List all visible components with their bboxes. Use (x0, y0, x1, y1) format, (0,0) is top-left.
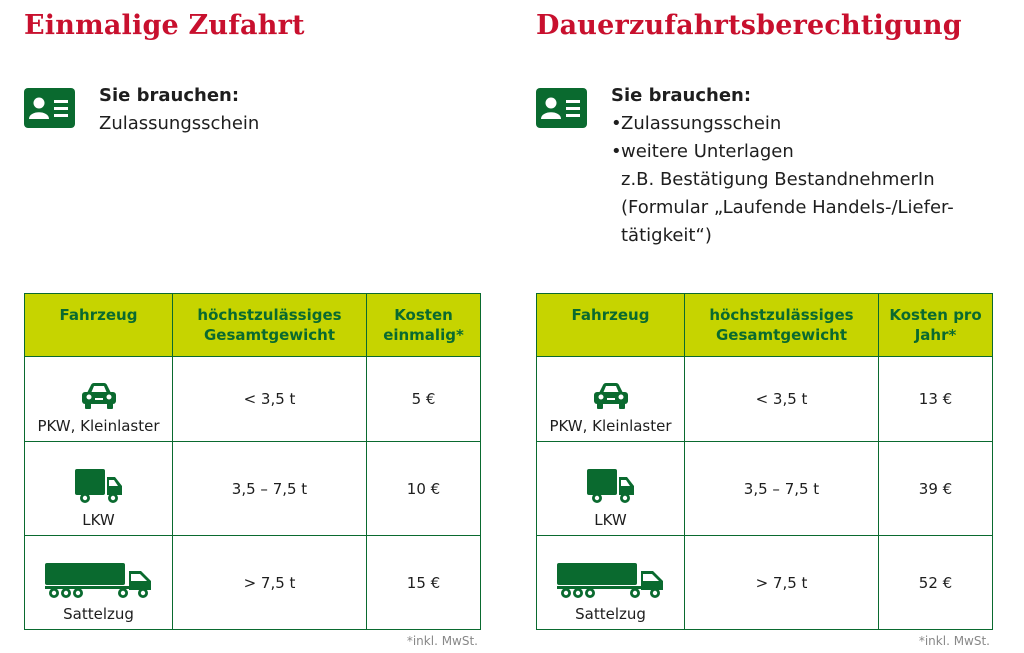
table-header-row: Fahrzeug höchstzulässiges Gesamtgewicht … (24, 293, 481, 357)
header-weight: höchstzulässiges Gesamtgewicht (684, 293, 879, 357)
vehicle-label: LKW (594, 511, 627, 530)
vehicle-cell: PKW, Kleinlaster (536, 355, 685, 443)
semi-truck-icon (45, 563, 153, 599)
id-card-icon (536, 88, 587, 128)
vehicle-cell: Sattelzug (536, 535, 685, 630)
requirements-note-line: tätigkeit“) (621, 225, 712, 246)
fees-table-one-time: Fahrzeug höchstzulässiges Gesamtgewicht … (24, 293, 481, 630)
weight-cell: 3,5 – 7,5 t (684, 441, 879, 537)
requirements-item: Zulassungsschein (99, 113, 260, 134)
requirements-item: Zulassungsschein (611, 110, 991, 138)
fees-table-annual: Fahrzeug höchstzulässiges Gesamtgewicht … (536, 293, 993, 630)
cost-cell: 10 € (366, 441, 481, 537)
header-cost: Kosten einmalig* (366, 293, 481, 357)
car-icon (79, 381, 119, 411)
vat-footnote: *inkl. MwSt. (918, 634, 990, 648)
weight-cell: 3,5 – 7,5 t (172, 441, 367, 537)
page-title-one-time-access: Einmalige Zufahrt (24, 10, 305, 41)
permanent-access-section: Dauerzufahrtsberechtigung Sie brauchen: … (536, 0, 996, 653)
one-time-access-section: Einmalige Zufahrt Sie brauchen: Zulassun… (24, 0, 484, 653)
header-weight: höchstzulässiges Gesamtgewicht (172, 293, 367, 357)
vehicle-cell: Sattelzug (24, 535, 173, 630)
vehicle-cell: LKW (536, 441, 685, 537)
vehicle-label: PKW, Kleinlaster (549, 417, 672, 436)
cost-cell: 5 € (366, 355, 481, 443)
table-row: PKW, Kleinlaster < 3,5 t 13 € (536, 355, 993, 443)
header-vehicle: Fahrzeug (536, 293, 685, 357)
semi-truck-icon (557, 563, 665, 599)
truck-icon (587, 469, 635, 505)
requirements-note-line: (Formular „Laufende Handels-/Liefer- (621, 197, 954, 218)
vehicle-label: Sattelzug (63, 605, 134, 623)
vehicle-label: LKW (82, 511, 115, 530)
requirements-list: Zulassungsschein weitere Unterlagen (611, 110, 991, 166)
weight-cell: > 7,5 t (172, 535, 367, 630)
requirements-note-line: z.B. Bestätigung BestandnehmerIn (621, 169, 935, 190)
requirements-block: Sie brauchen: Zulassungsschein weitere U… (611, 82, 991, 250)
table-row: Sattelzug > 7,5 t 52 € (536, 535, 993, 630)
requirements-title: Sie brauchen: (611, 85, 752, 106)
car-icon (591, 381, 631, 411)
vat-footnote: *inkl. MwSt. (406, 634, 478, 648)
table-row: PKW, Kleinlaster < 3,5 t 5 € (24, 355, 481, 443)
requirements-title: Sie brauchen: (99, 85, 240, 106)
cost-cell: 52 € (878, 535, 993, 630)
vehicle-cell: PKW, Kleinlaster (24, 355, 173, 443)
cost-cell: 13 € (878, 355, 993, 443)
cost-cell: 39 € (878, 441, 993, 537)
vehicle-label: PKW, Kleinlaster (37, 417, 160, 436)
table-row: LKW 3,5 – 7,5 t 10 € (24, 441, 481, 537)
vehicle-cell: LKW (24, 441, 173, 537)
requirements-item: weitere Unterlagen (611, 138, 991, 166)
cost-cell: 15 € (366, 535, 481, 630)
table-header-row: Fahrzeug höchstzulässiges Gesamtgewicht … (536, 293, 993, 357)
table-row: Sattelzug > 7,5 t 15 € (24, 535, 481, 630)
weight-cell: < 3,5 t (684, 355, 879, 443)
vehicle-label: Sattelzug (575, 605, 646, 623)
truck-icon (75, 469, 123, 505)
id-card-icon (24, 88, 75, 128)
header-vehicle: Fahrzeug (24, 293, 173, 357)
table-row: LKW 3,5 – 7,5 t 39 € (536, 441, 993, 537)
requirements-block: Sie brauchen: Zulassungsschein (99, 82, 479, 138)
header-cost: Kosten pro Jahr* (878, 293, 993, 357)
weight-cell: > 7,5 t (684, 535, 879, 630)
weight-cell: < 3,5 t (172, 355, 367, 443)
page-title-permanent-access: Dauerzufahrtsberechtigung (536, 10, 962, 41)
